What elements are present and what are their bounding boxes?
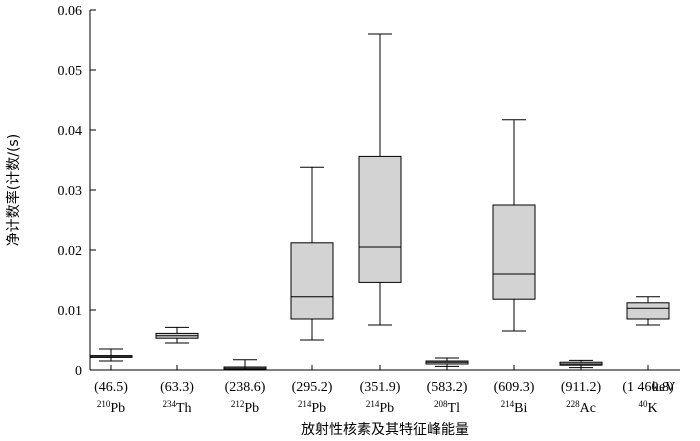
box-214Pb [290, 166, 334, 341]
box-40K [626, 296, 670, 326]
x-tick-nuclide-label: 210Pb [97, 399, 125, 416]
x-tick-nuclide-label: 214Pb [298, 399, 326, 416]
x-tick-energy-label: (583.2) [427, 380, 468, 395]
nuclide-element-symbol: Tl [448, 401, 461, 416]
nuclide-mass-number: 214 [501, 399, 515, 409]
iqr-box [626, 302, 670, 320]
nuclide-mass-number: 228 [566, 399, 580, 409]
nuclide-element-symbol: Ac [580, 401, 596, 416]
iqr-box [290, 242, 334, 320]
nuclide-element-symbol: Pb [379, 401, 394, 416]
y-tick-label: 0.05 [58, 64, 83, 79]
y-tick-label: 0.03 [58, 184, 83, 199]
x-tick-nuclide-label: 234Th [162, 399, 191, 416]
nuclide-mass-number: 40 [638, 399, 648, 409]
x-tick-energy-label: (238.6) [225, 380, 266, 395]
x-tick-energy-label: (911.2) [561, 380, 602, 395]
box-214Bi [492, 119, 536, 332]
x-tick-energy-label: (1 460.8) [622, 380, 674, 395]
x-tick-nuclide-label: 228Ac [566, 399, 596, 416]
nuclide-mass-number: 234 [162, 399, 176, 409]
x-tick-nuclide-label: 214Pb [366, 399, 394, 416]
y-tick-label: 0.06 [58, 4, 83, 19]
nuclide-element-symbol: Pb [244, 401, 259, 416]
nuclide-element-symbol: K [647, 401, 657, 416]
iqr-box [358, 155, 402, 283]
x-tick-nuclide-label: 208Tl [434, 399, 460, 416]
x-axis-unit: keV [652, 380, 675, 395]
x-tick-nuclide-label: 40K [638, 399, 657, 416]
nuclide-mass-number: 208 [434, 399, 448, 409]
x-tick-energy-label: (295.2) [292, 380, 333, 395]
nuclide-mass-number: 214 [366, 399, 380, 409]
x-tick-energy-label: (63.3) [160, 380, 194, 395]
x-tick-energy-label: (46.5) [94, 380, 128, 395]
nuclide-element-symbol: Bi [514, 401, 527, 416]
y-tick-label: 0.01 [58, 304, 83, 319]
iqr-box [492, 204, 536, 300]
x-tick-nuclide-label: 214Bi [501, 399, 528, 416]
box-234Th [155, 326, 199, 344]
y-axis-title: 净计数率(计数/(s) [5, 134, 22, 246]
box-208Tl [425, 357, 469, 367]
box-214Pb [358, 33, 402, 326]
y-tick-label: 0.04 [58, 124, 83, 139]
x-tick-energy-label: (351.9) [360, 380, 401, 395]
nuclide-mass-number: 210 [97, 399, 111, 409]
x-axis-tick-labels: (46.5)210Pb(63.3)234Th(238.6)212Pb(295.2… [94, 365, 674, 416]
box-210Pb [89, 348, 133, 362]
nuclide-element-symbol: Pb [311, 401, 326, 416]
nuclide-mass-number: 212 [231, 399, 245, 409]
x-axis-title: 放射性核素及其特征峰能量 [301, 422, 469, 438]
y-axis-ticks: 0 0.01 0.02 0.03 0.04 0.05 0.06 [58, 4, 96, 379]
nuclide-element-symbol: Th [176, 401, 192, 416]
x-tick-energy-label: (609.3) [494, 380, 535, 395]
nuclide-element-symbol: Pb [110, 401, 125, 416]
nuclide-mass-number: 214 [298, 399, 312, 409]
x-tick-nuclide-label: 212Pb [231, 399, 259, 416]
y-tick-label: 0.02 [58, 244, 83, 259]
y-tick-label: 0 [75, 364, 82, 379]
box-series [89, 33, 670, 371]
